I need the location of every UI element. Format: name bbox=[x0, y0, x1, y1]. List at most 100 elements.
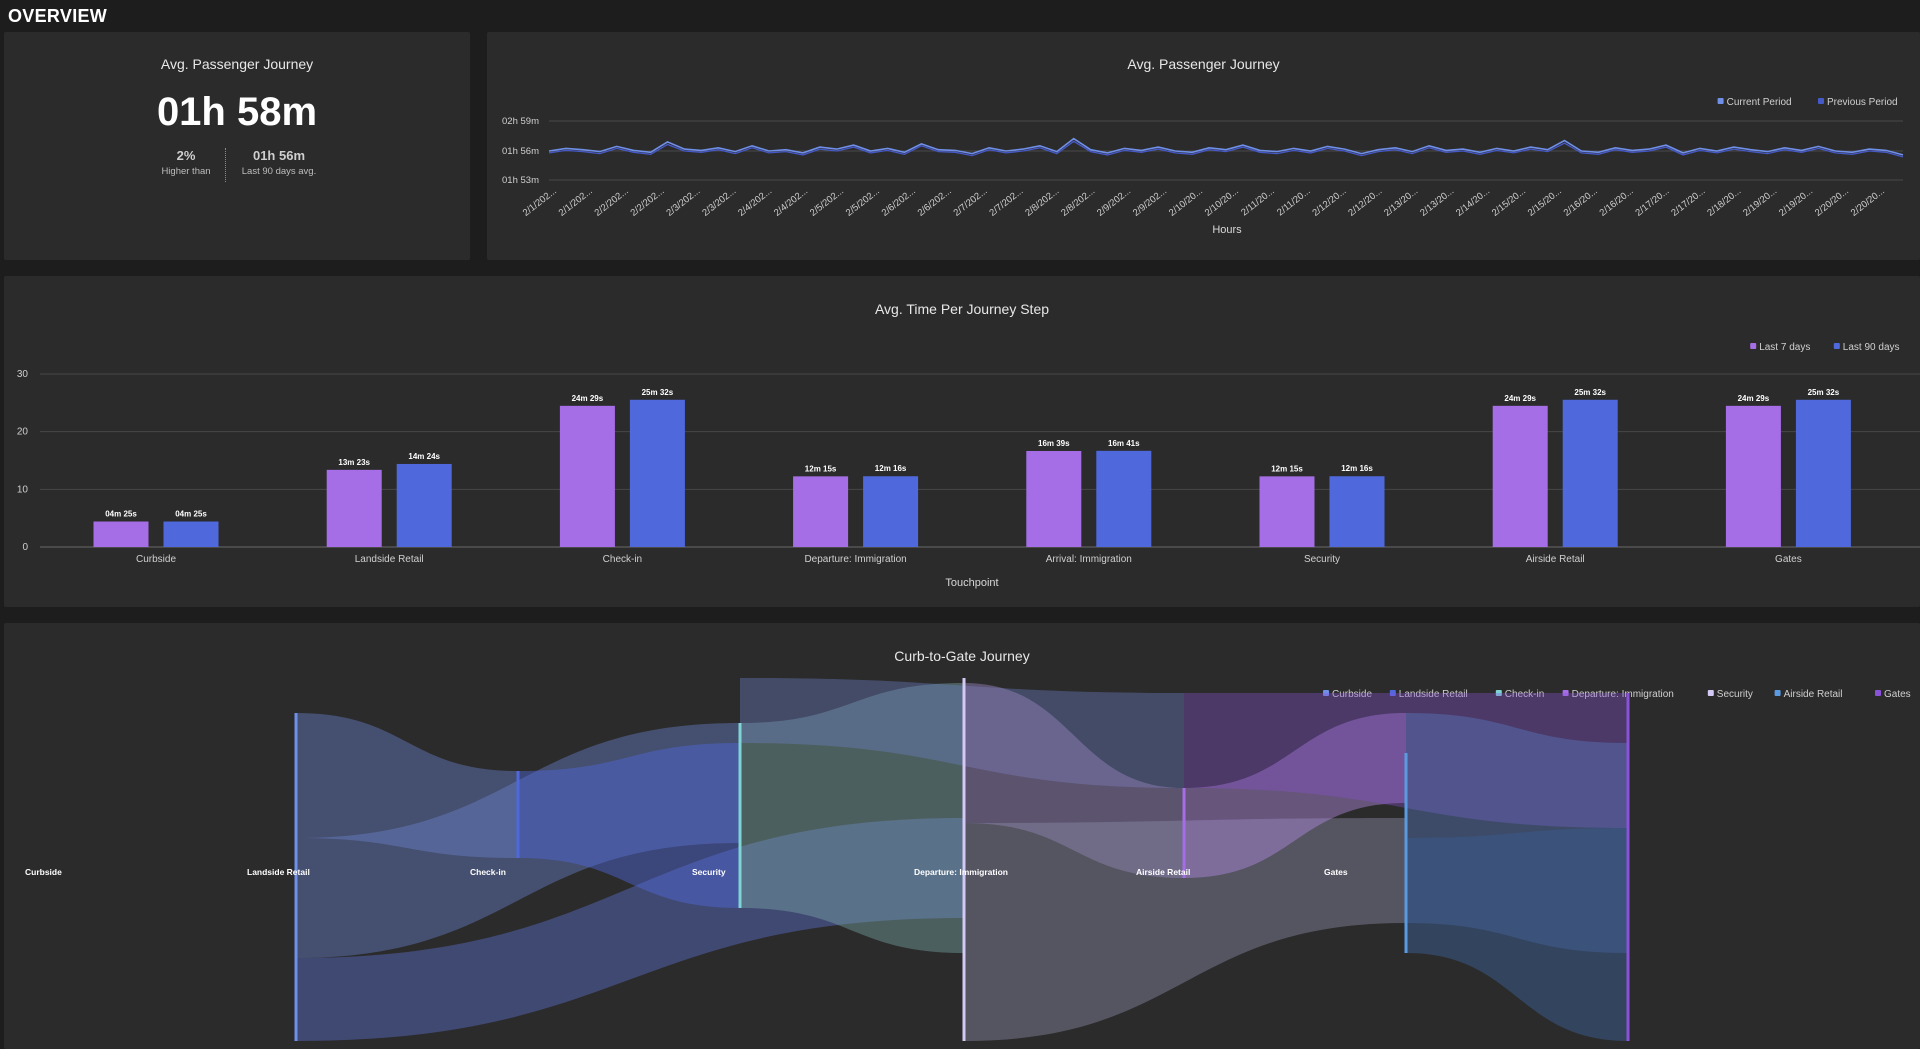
trend-x-tick: 2/10/20... bbox=[1203, 186, 1241, 219]
trend-panel: Avg. Passenger Journey 02h 59m 01h 56m 01h… bbox=[487, 32, 1920, 260]
sankey-legend-label: Security bbox=[1717, 689, 1753, 700]
sankey-legend-swatch bbox=[1875, 690, 1881, 696]
bar-x-tick: Security bbox=[1304, 554, 1340, 565]
bar bbox=[1259, 476, 1315, 547]
sankey-link bbox=[296, 818, 964, 1041]
trend-x-tick: 2/7/202... bbox=[952, 186, 990, 219]
bar-data-label: 16m 39s bbox=[1038, 439, 1070, 448]
sankey-node bbox=[294, 713, 298, 1041]
bar bbox=[1096, 450, 1152, 547]
sankey-link bbox=[296, 713, 518, 858]
bar-legend-swatch bbox=[1750, 343, 1757, 349]
sankey-link bbox=[1184, 713, 1406, 878]
sankey-legend-label: Gates bbox=[1884, 689, 1911, 700]
trend-x-tick: 2/2/202... bbox=[593, 186, 631, 219]
trend-x-tick: 2/8/202... bbox=[1023, 186, 1061, 219]
bar-title: Avg. Time Per Journey Step bbox=[874, 301, 1050, 317]
trend-x-tick: 2/14/20... bbox=[1454, 186, 1492, 219]
kpi-divider bbox=[225, 148, 226, 182]
trend-legend-label: Previous Period bbox=[1827, 97, 1898, 108]
sankey-legend-label: Landside Retail bbox=[1399, 689, 1468, 700]
bar-x-tick: Gates bbox=[1775, 554, 1802, 565]
kpi-avg-value: 01h 56m bbox=[252, 148, 306, 163]
bar-data-label: 14m 24s bbox=[408, 452, 440, 461]
trend-y-tick: 01h 53m bbox=[502, 175, 539, 186]
bar-chart: 30 20 10 0 Last 90 days Last 7 days 04m 25s 04m… bbox=[17, 342, 1920, 589]
sankey-legend-swatch bbox=[1774, 690, 1781, 696]
trend-x-tick: 2/13/20... bbox=[1418, 186, 1456, 219]
sankey-node-label: Airside Retail bbox=[1136, 867, 1190, 877]
bar bbox=[1725, 405, 1781, 547]
bar-data-label: 12m 16s bbox=[875, 464, 907, 473]
bar-data-label: 25m 32s bbox=[1808, 388, 1840, 397]
sankey-legend-swatch bbox=[1389, 690, 1396, 696]
kpi-avg-block: 01h 56m Last 90 days avg. bbox=[232, 148, 326, 177]
trend-x-tick: 2/17/20... bbox=[1633, 186, 1671, 219]
bar bbox=[163, 521, 219, 547]
sankey-link bbox=[740, 683, 964, 953]
bar-data-label: 12m 15s bbox=[1271, 464, 1303, 473]
trend-x-tick: 2/6/202... bbox=[880, 186, 918, 219]
bar-data-label: 24m 29s bbox=[1504, 394, 1536, 403]
sankey-link bbox=[964, 818, 1406, 1041]
bar bbox=[559, 405, 615, 547]
trend-x-tick: 2/15/20... bbox=[1526, 186, 1564, 219]
bar-data-label: 04m 25s bbox=[175, 510, 207, 519]
bar-legend-label: Last 90 days bbox=[1843, 342, 1900, 353]
trend-y-tick: 01h 56m bbox=[502, 146, 539, 157]
bar bbox=[629, 399, 685, 547]
trend-legend-label: Current Period bbox=[1727, 97, 1792, 108]
trend-x-tick: 2/7/202... bbox=[987, 186, 1025, 219]
kpi-change-label: Higher than bbox=[161, 166, 211, 177]
kpi-change-value: 2% bbox=[176, 148, 196, 163]
sankey-node bbox=[516, 771, 520, 858]
sankey-legend-label: Curbside bbox=[1332, 689, 1372, 700]
trend-x-label: Hours bbox=[1212, 224, 1242, 236]
bar-x-tick: Arrival: Immigration bbox=[1046, 554, 1132, 565]
sankey-legend-swatch bbox=[1495, 690, 1502, 696]
sankey-node-label: Gates bbox=[1324, 867, 1348, 877]
kpi-change-block: 2% Higher than bbox=[154, 148, 218, 177]
sankey-link bbox=[518, 743, 740, 908]
trend-y-tick: 02h 59m bbox=[502, 116, 539, 127]
bar-data-label: 25m 32s bbox=[642, 388, 674, 397]
bar bbox=[793, 476, 849, 547]
sankey-node-label: Departure: Immigration bbox=[914, 867, 1008, 877]
trend-x-tick: 2/9/202... bbox=[1095, 186, 1133, 219]
trend-x-tick: 2/16/20... bbox=[1562, 186, 1600, 219]
bar bbox=[326, 469, 382, 547]
bar-legend-swatch bbox=[1833, 343, 1840, 349]
trend-x-tick: 2/6/202... bbox=[916, 186, 954, 219]
trend-legend-swatch bbox=[1717, 98, 1724, 104]
sankey-node bbox=[738, 723, 742, 908]
bar-data-label: 12m 15s bbox=[805, 464, 837, 473]
bar bbox=[863, 476, 919, 547]
kpi-value: 01h 58m bbox=[156, 90, 318, 134]
trend-x-tick: 2/10/20... bbox=[1167, 186, 1205, 219]
trend-x-tick: 2/2/202... bbox=[629, 186, 667, 219]
sankey-legend-label: Check-in bbox=[1505, 689, 1544, 700]
bar-x-tick: Curbside bbox=[136, 554, 176, 565]
sankey-link bbox=[740, 678, 1184, 788]
trend-x-tick: 2/20/20... bbox=[1849, 186, 1887, 219]
kpi-panel: Avg. Passenger Journey 01h 58m 2% Higher… bbox=[4, 32, 470, 260]
trend-title: Avg. Passenger Journey bbox=[1127, 56, 1280, 72]
trend-x-tick: 2/13/20... bbox=[1382, 186, 1420, 219]
bar-y-tick: 10 bbox=[17, 484, 29, 495]
sankey-link bbox=[964, 683, 1184, 878]
trend-x-tick: 2/4/202... bbox=[772, 186, 810, 219]
trend-x-tick: 2/11/20... bbox=[1239, 186, 1276, 219]
trend-x-tick: 2/16/20... bbox=[1598, 186, 1636, 219]
kpi-avg-label: Last 90 days avg. bbox=[241, 166, 317, 177]
trend-x-tick: 2/5/202... bbox=[844, 186, 882, 219]
trend-x-tick: 2/3/202... bbox=[700, 186, 738, 219]
trend-chart: 02h 59m 01h 56m 01h 53m Previous Period Curr… bbox=[502, 97, 1904, 236]
trend-legend-swatch bbox=[1818, 98, 1824, 104]
bar-y-tick: 30 bbox=[17, 369, 29, 380]
sankey-node-label: Security bbox=[692, 867, 726, 877]
bar bbox=[1329, 476, 1385, 547]
trend-x-tick: 2/12/20... bbox=[1310, 186, 1348, 219]
sankey-panel: Curb-to-Gate Journey Gates Airside Retail… bbox=[4, 623, 1920, 1049]
sankey-legend-swatch bbox=[1707, 690, 1714, 696]
bar bbox=[396, 463, 452, 547]
